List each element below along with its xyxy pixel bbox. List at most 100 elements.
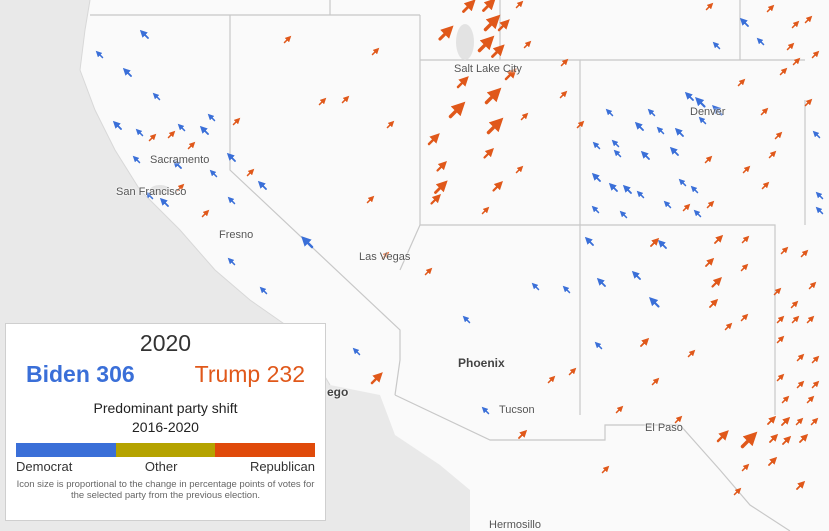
- city-label: Sacramento: [150, 154, 210, 166]
- republican-shift-arrow: [523, 40, 532, 49]
- republican-shift-arrow: [786, 42, 795, 51]
- republican-shift-arrow: [704, 155, 713, 164]
- republican-shift-arrow: [492, 181, 503, 192]
- republican-shift-arrow: [482, 0, 496, 12]
- republican-shift-arrow: [651, 377, 660, 386]
- democrat-shift-arrow: [663, 200, 672, 209]
- democrat-shift-arrow: [139, 29, 149, 39]
- republican-shift-arrow: [167, 130, 176, 139]
- republican-shift-arrow: [318, 97, 327, 106]
- city-label: Salt Lake City: [454, 63, 522, 75]
- democrat-shift-arrow: [611, 139, 620, 148]
- democrat-shift-arrow: [693, 209, 702, 218]
- democrat-shift-arrow: [594, 341, 603, 350]
- republican-shift-arrow: [768, 456, 778, 466]
- republican-shift-arrow: [711, 277, 722, 288]
- democrat-shift-arrow: [584, 236, 594, 246]
- democrat-shift-arrow: [199, 125, 209, 135]
- republican-shift-arrow: [741, 235, 750, 244]
- democrat-shift-arrow: [674, 127, 684, 137]
- democrat-shift-arrow: [122, 67, 132, 77]
- republican-shift-arrow: [436, 161, 447, 172]
- republican-shift-arrow: [799, 433, 809, 443]
- party-colorbar: [16, 443, 316, 457]
- republican-shift-arrow: [438, 25, 454, 41]
- democrat-shift-arrow: [112, 120, 122, 130]
- republican-shift-arrow: [682, 203, 691, 212]
- colorbar-democrat: [16, 443, 116, 457]
- democrat-shift-arrow: [259, 286, 268, 295]
- democrat-shift-arrow: [656, 126, 665, 135]
- republican-shift-arrow: [187, 141, 196, 150]
- democrat-shift-arrow: [739, 17, 749, 27]
- republican-shift-arrow: [811, 355, 820, 364]
- democrat-shift-arrow: [531, 282, 540, 291]
- democrat-shift-arrow: [636, 190, 645, 199]
- democrat-shift-arrow: [462, 315, 471, 324]
- republican-shift-arrow: [804, 15, 813, 24]
- republican-shift-arrow: [792, 57, 801, 66]
- democrat-shift-arrow: [669, 146, 679, 156]
- democrat-shift-arrow: [562, 285, 571, 294]
- democrat-shift-arrow: [481, 406, 490, 415]
- democrat-shift-arrow: [756, 37, 765, 46]
- democrat-shift-arrow: [634, 121, 644, 131]
- republican-shift-arrow: [576, 120, 585, 129]
- republican-shift-arrow: [504, 68, 517, 81]
- democrat-shift-arrow: [177, 123, 186, 132]
- democrat-shift-arrow: [678, 178, 687, 187]
- democrat-shift-arrow: [209, 169, 218, 178]
- democrat-shift-arrow: [712, 105, 723, 116]
- democrat-shift-arrow: [207, 113, 216, 122]
- republican-shift-arrow: [774, 131, 783, 140]
- republican-shift-arrow: [232, 117, 241, 126]
- republican-shift-arrow: [370, 372, 383, 385]
- republican-shift-arrow: [427, 133, 440, 146]
- colorbar-labels: Democrat Other Republican: [16, 459, 315, 474]
- land-area: [80, 0, 829, 531]
- republican-shift-arrow: [709, 298, 719, 308]
- republican-shift-arrow: [741, 463, 750, 472]
- democrat-shift-arrow: [622, 184, 632, 194]
- democrat-shift-arrow: [640, 150, 650, 160]
- colorbar-republican: [215, 443, 316, 457]
- republican-shift-arrow: [559, 90, 568, 99]
- democrat-shift-arrow: [647, 108, 656, 117]
- republican-shift-arrow: [483, 148, 494, 159]
- republican-shift-arrow: [176, 183, 185, 192]
- city-label: Las Vegas: [359, 251, 411, 263]
- republican-shift-arrow: [615, 405, 624, 414]
- republican-shift-arrow: [515, 165, 524, 174]
- democrat-shift-arrow: [815, 191, 824, 200]
- legend-note: Icon size is proportional to the change …: [16, 479, 315, 501]
- republican-shift-arrow: [782, 435, 792, 445]
- democrat-shift-arrow: [812, 130, 821, 139]
- republican-shift-arrow: [796, 353, 805, 362]
- democrat-shift-arrow: [159, 197, 169, 207]
- republican-shift-arrow: [806, 395, 815, 404]
- republican-shift-arrow: [761, 181, 770, 190]
- legend-panel: 2020 Biden 306 Trump 232 Predominant par…: [5, 323, 326, 521]
- lakes: [150, 24, 474, 195]
- republican-shift-arrow: [740, 263, 749, 272]
- republican-shift-arrow: [484, 87, 502, 105]
- democrat-shift-arrow: [591, 205, 600, 214]
- democrat-shift-arrow: [135, 128, 144, 137]
- republican-shift-arrow: [776, 335, 785, 344]
- democrat-shift-arrow: [690, 185, 699, 194]
- democrat-shift-arrow: [596, 277, 606, 287]
- republican-candidate-total: Trump 232: [194, 361, 305, 387]
- city-label: El Paso: [645, 422, 683, 434]
- democrat-shift-arrow: [619, 210, 628, 219]
- republican-shift-arrow: [790, 300, 799, 309]
- republican-shift-arrow: [601, 465, 610, 474]
- city-label: San Francisco: [116, 186, 187, 198]
- democrat-shift-arrow: [152, 92, 161, 101]
- republican-shift-arrow: [547, 375, 556, 384]
- legend-period: 2016-2020: [132, 419, 199, 435]
- republican-shift-arrow: [768, 150, 777, 159]
- republican-shift-arrow: [780, 246, 789, 255]
- democrat-shift-arrow: [695, 97, 706, 108]
- republican-shift-arrow: [341, 95, 350, 104]
